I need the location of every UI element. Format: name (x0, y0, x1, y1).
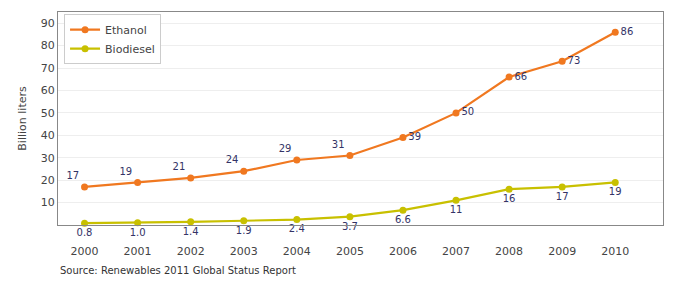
svg-text:16: 16 (503, 193, 516, 204)
svg-text:2004: 2004 (283, 245, 311, 258)
svg-text:30: 30 (41, 152, 55, 165)
svg-text:90: 90 (41, 17, 55, 30)
svg-text:17: 17 (66, 170, 79, 181)
svg-text:0.8: 0.8 (77, 227, 93, 238)
svg-text:19: 19 (120, 166, 133, 177)
svg-text:11: 11 (450, 204, 463, 215)
svg-text:2008: 2008 (495, 245, 523, 258)
svg-text:86: 86 (621, 26, 634, 37)
svg-text:2003: 2003 (230, 245, 258, 258)
svg-text:2006: 2006 (389, 245, 417, 258)
svg-text:17: 17 (556, 191, 569, 202)
svg-text:6.6: 6.6 (395, 214, 411, 225)
svg-text:29: 29 (279, 143, 292, 154)
svg-text:2001: 2001 (124, 245, 152, 258)
svg-text:21: 21 (173, 161, 186, 172)
svg-text:Billion liters: Billion liters (16, 86, 29, 151)
svg-text:1.0: 1.0 (130, 227, 146, 238)
svg-text:2007: 2007 (442, 245, 470, 258)
svg-text:2010: 2010 (601, 245, 629, 258)
svg-text:50: 50 (461, 106, 474, 117)
svg-text:73: 73 (568, 55, 581, 66)
svg-text:2005: 2005 (336, 245, 364, 258)
svg-text:40: 40 (41, 129, 55, 142)
svg-text:Ethanol: Ethanol (105, 24, 147, 37)
svg-text:2009: 2009 (548, 245, 576, 258)
svg-text:50: 50 (41, 107, 55, 120)
svg-text:60: 60 (41, 84, 55, 97)
svg-text:80: 80 (41, 39, 55, 52)
svg-text:66: 66 (514, 71, 527, 82)
svg-text:Source: Renewables 2011 Global: Source: Renewables 2011 Global Status Re… (60, 265, 296, 276)
svg-text:70: 70 (41, 62, 55, 75)
svg-text:2000: 2000 (71, 245, 99, 258)
svg-text:3.7: 3.7 (342, 221, 358, 232)
svg-text:19: 19 (609, 186, 622, 197)
svg-text:1.4: 1.4 (183, 226, 199, 237)
svg-text:39: 39 (408, 131, 421, 142)
svg-text:1.9: 1.9 (236, 225, 252, 236)
svg-text:2.4: 2.4 (289, 223, 305, 234)
svg-text:2002: 2002 (177, 245, 205, 258)
svg-text:Biodiesel: Biodiesel (105, 43, 155, 56)
svg-text:20: 20 (41, 174, 55, 187)
svg-text:31: 31 (332, 139, 345, 150)
svg-text:24: 24 (226, 154, 239, 165)
svg-text:10: 10 (41, 196, 55, 209)
